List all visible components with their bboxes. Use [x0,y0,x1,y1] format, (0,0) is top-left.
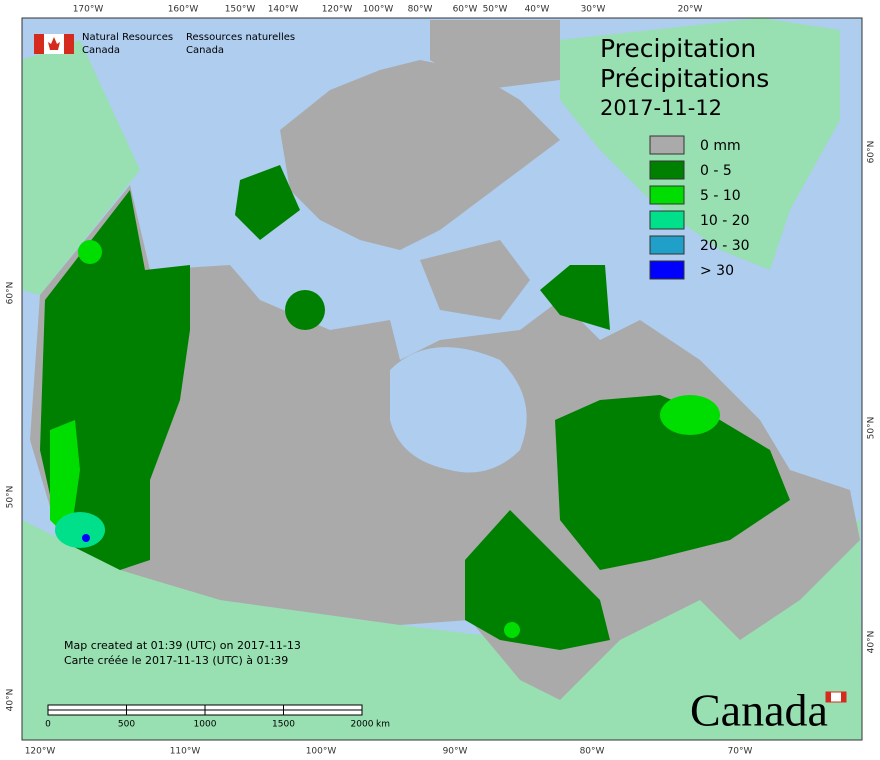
flag-band [826,692,831,702]
flag-band [34,34,44,54]
graticule: 170°W 160°W 150°W 140°W 120°W 100°W 80°W 60°W 50… [6,5,877,757]
longitude-label: 20°W [678,5,703,15]
org-en: Natural Resources [82,32,173,43]
scale-segment [126,704,206,711]
precip-bc-coast [55,512,105,548]
flag-band [841,692,846,702]
precip-labrador [660,395,720,435]
latitude-label: 40°N [6,689,16,712]
scale-label: 1000 [194,720,217,730]
latitude-label: 50°N [6,486,16,509]
legend-swatch [649,260,685,280]
precip-arctic [235,165,300,240]
latitude-label: 40°N [867,631,877,654]
longitude-label: 120°W [322,5,353,15]
ellesmere [430,20,560,90]
legend-label: 0 - 5 [700,163,732,179]
legend-label: 20 - 30 [700,238,750,254]
longitude-label: 80°W [408,5,433,15]
legend-label: 10 - 20 [700,213,750,229]
longitude-label: 90°W [443,747,468,757]
longitude-label: 160°W [168,5,199,15]
scale-label: 500 [118,720,135,730]
scale-label: 1500 [272,720,295,730]
scale-segment [204,709,284,716]
legend-swatch [649,160,685,180]
longitude-label: 170°W [73,5,104,15]
longitude-label: 140°W [268,5,299,15]
precip-quebec [555,395,790,570]
flag-band [64,34,74,54]
org-en: Canada [82,45,120,56]
latitude-label: 60°N [6,282,16,305]
longitude-label: 100°W [363,5,394,15]
title: Precipitation [600,34,756,63]
map-frame [21,17,863,741]
greenland [560,18,840,270]
precip-alaska [78,240,102,264]
usa [22,520,862,740]
legend-swatch [649,185,685,205]
wordmark: Canada [690,685,828,736]
longitude-label: 80°W [580,747,605,757]
precip-max [82,534,90,542]
longitude-label: 40°W [525,5,550,15]
legend-swatch [649,235,685,255]
scale-segment [126,709,206,716]
title: Précipitations [600,64,769,93]
scale-segment [47,709,127,716]
longitude-label: 100°W [306,747,337,757]
scale-label: 2000 [351,720,374,730]
longitude-label: 50°W [483,5,508,15]
arctic-islands [280,60,560,250]
precip-bc [50,420,80,540]
legend-swatch [649,210,685,230]
scale-segment [204,704,284,711]
longitude-label: 30°W [581,5,606,15]
longitude-label: 120°W [25,747,56,757]
date: 2017-11-12 [600,96,722,120]
org-fr: Canada [186,45,224,56]
latitude-label: 60°N [867,141,877,164]
legend: 0 mm 0 - 5 5 - 10 10 - 20 20 - 30 > 30 [649,135,750,280]
org-fr: Ressources naturelles [186,32,295,43]
scale-segment [283,709,363,716]
longitude-label: 60°W [453,5,478,15]
legend-label: 5 - 10 [700,188,741,204]
flag-leaf [48,37,60,50]
scale-unit: km [376,720,390,730]
precip-ontario [465,510,610,650]
credit: Map created at 01:39 (UTC) on 2017-11-13 [64,639,301,652]
longitude-label: 150°W [225,5,256,15]
hudson-bay [390,347,527,473]
legend-label: 0 mm [700,138,741,154]
precip-patch [504,622,520,638]
baffin [420,240,530,320]
legend-label: > 30 [700,263,734,279]
scale-segment [283,704,363,711]
longitude-label: 70°W [728,747,753,757]
scale-bar: 0 500 1000 1500 2000 km [45,704,390,730]
alaska [22,40,140,295]
scale-segment [47,704,127,711]
legend-swatch [649,135,685,155]
longitude-label: 110°W [170,747,201,757]
credit: Carte créée le 2017-11-13 (UTC) à 01:39 [64,654,288,667]
basemap [22,18,862,740]
precip-patch [285,290,325,330]
precip-baffin [540,265,610,330]
latitude-label: 50°N [867,417,877,440]
scale-label: 0 [45,720,51,730]
